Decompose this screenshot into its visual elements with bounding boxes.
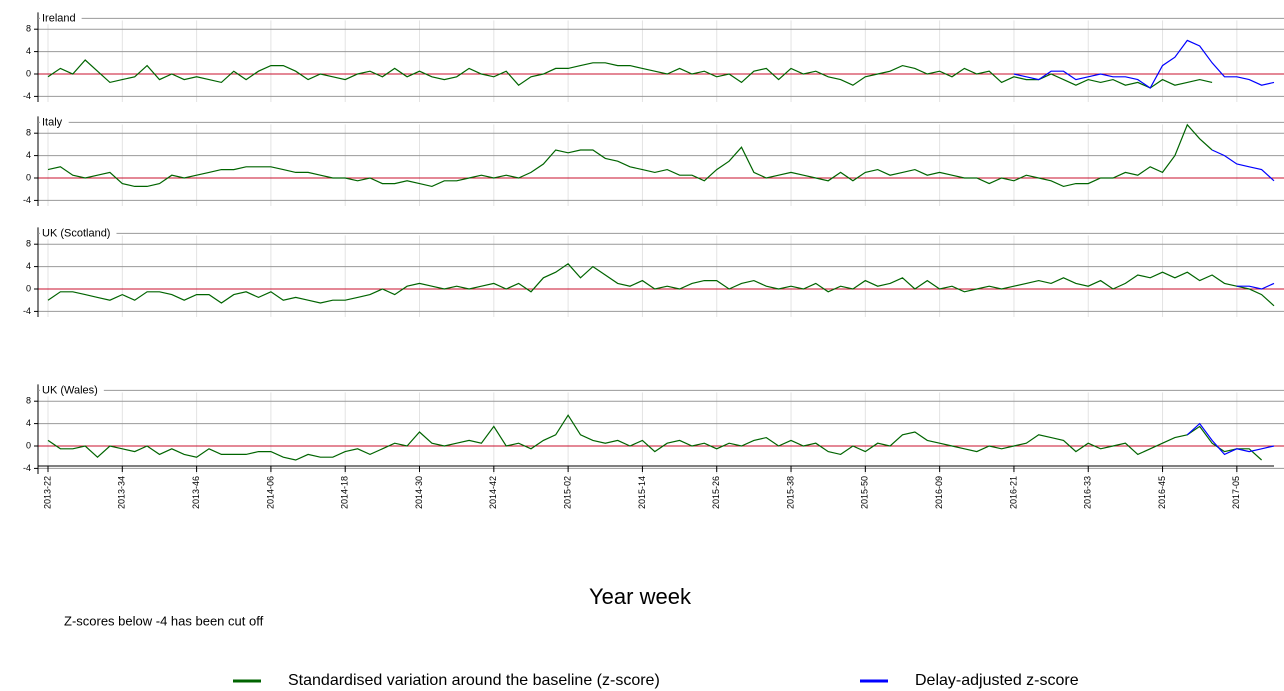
series-line xyxy=(1013,39,1275,89)
y-tick-label: 0 xyxy=(26,440,31,450)
y-tick-label: -4 xyxy=(23,306,31,316)
y-tick-label: 8 xyxy=(26,128,31,138)
x-axis-label: Year week xyxy=(589,584,692,609)
x-tick-label: 2016-21 xyxy=(1008,476,1018,509)
y-tick-label: 0 xyxy=(26,68,31,78)
panel-title-bg xyxy=(40,116,69,129)
x-tick-label: 2015-02 xyxy=(562,476,572,509)
series-line xyxy=(47,59,1213,89)
x-tick-label: 2015-38 xyxy=(785,476,795,509)
y-tick-label: 4 xyxy=(26,261,31,271)
series-line xyxy=(1236,282,1275,290)
series-line xyxy=(47,123,1213,188)
y-tick-label: 8 xyxy=(26,24,31,34)
y-tick-label: -4 xyxy=(23,91,31,101)
panel-title: Ireland xyxy=(42,12,76,24)
panel-title: UK (Scotland) xyxy=(42,227,110,239)
x-tick-label: 2016-45 xyxy=(1157,476,1167,509)
x-tick-label: 2014-42 xyxy=(488,476,498,509)
x-tick-label: 2016-33 xyxy=(1083,476,1093,509)
x-tick-label: 2015-14 xyxy=(637,476,647,509)
panel-title-bg xyxy=(40,384,104,397)
note: Z-scores below -4 has been cut off xyxy=(64,613,264,628)
y-tick-label: 0 xyxy=(26,283,31,293)
y-tick-label: 4 xyxy=(26,150,31,160)
panel-title-bg xyxy=(40,12,82,25)
y-tick-label: 4 xyxy=(26,46,31,56)
x-tick-label: 2013-34 xyxy=(117,476,127,509)
x-tick-label: 2013-22 xyxy=(42,476,52,509)
series-line xyxy=(47,263,1275,307)
x-tick-label: 2014-06 xyxy=(265,476,275,509)
series-line xyxy=(1211,149,1275,182)
y-tick-label: 8 xyxy=(26,396,31,406)
y-tick-label: 0 xyxy=(26,172,31,182)
x-tick-label: 2017-05 xyxy=(1231,476,1241,509)
x-tick-label: 2015-26 xyxy=(711,476,721,509)
series-line xyxy=(1186,422,1275,456)
legend-label: Standardised variation around the baseli… xyxy=(288,672,660,689)
x-tick-label: 2015-50 xyxy=(860,476,870,509)
y-tick-label: 4 xyxy=(26,418,31,428)
x-tick-label: 2013-46 xyxy=(191,476,201,509)
x-tick-label: 2014-18 xyxy=(340,476,350,509)
panel-title: UK (Wales) xyxy=(42,384,98,396)
panel-title: Italy xyxy=(42,116,63,128)
y-tick-label: -4 xyxy=(23,463,31,473)
x-tick-label: 2014-30 xyxy=(414,476,424,509)
panel-title-bg xyxy=(40,227,117,240)
y-tick-label: -4 xyxy=(23,195,31,205)
series-line xyxy=(47,414,1263,461)
legend-label: Delay-adjusted z-score xyxy=(915,672,1079,689)
x-tick-label: 2016-09 xyxy=(934,476,944,509)
y-tick-label: 8 xyxy=(26,239,31,249)
